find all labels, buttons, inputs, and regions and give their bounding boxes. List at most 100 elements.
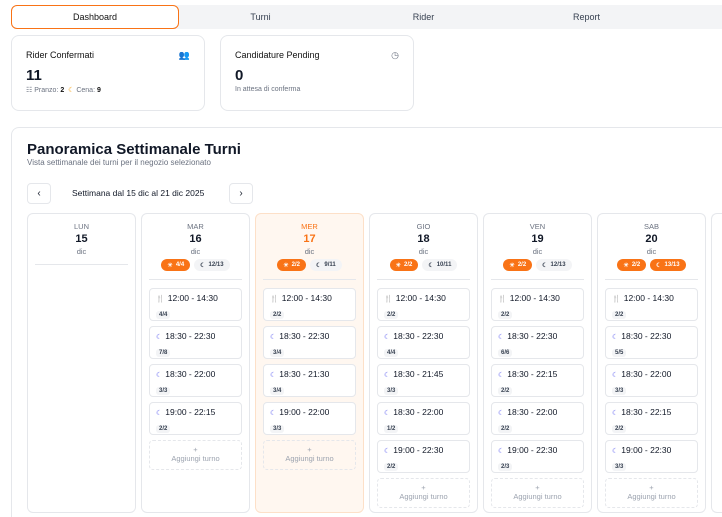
- moon-icon: ☾: [656, 262, 662, 269]
- shift-card[interactable]: ☾ 18:30 - 21:45 3/3: [377, 364, 470, 397]
- shift-count: 2/2: [498, 311, 513, 319]
- add-shift-button[interactable]: + Aggiungi turno: [605, 478, 698, 508]
- day-column-next: [711, 213, 722, 513]
- shift-count: 3/3: [612, 463, 627, 471]
- lunch-badge: ☀ 2/2: [617, 259, 647, 271]
- tab-dashboard[interactable]: Dashboard: [11, 5, 179, 29]
- sun-icon: ☀: [395, 262, 401, 269]
- shift-card[interactable]: ☾ 18:30 - 22:00 2/2: [491, 402, 584, 435]
- day-name: MAR: [187, 222, 204, 231]
- utensils-icon: 🍴: [384, 296, 393, 303]
- shift-time: 19:00 - 22:30: [507, 445, 558, 455]
- moon-icon: ☾: [156, 410, 163, 417]
- moon-icon: ☾: [156, 334, 163, 341]
- shift-count: 2/2: [498, 425, 513, 433]
- lunch-badge: ☀ 2/2: [503, 259, 533, 271]
- shift-count: 3/3: [156, 387, 171, 395]
- tab-rider[interactable]: Rider: [412, 12, 435, 22]
- shift-card[interactable]: ☾ 18:30 - 22:00 1/2: [377, 402, 470, 435]
- shift-card[interactable]: 🍴 12:00 - 14:30 4/4: [149, 288, 242, 321]
- day-column-gio: GIO 18 dic ☀ 2/2 ☾ 10/11 🍴 12:00 - 14:30 2/2 ☾ 18…: [369, 213, 478, 513]
- badge-count: 2/2: [403, 262, 413, 268]
- dinner-badge: ☾ 10/11: [422, 259, 458, 271]
- shift-card[interactable]: ☾ 19:00 - 22:30 2/2: [377, 440, 470, 473]
- card-title: Candidature Pending: [235, 50, 320, 60]
- sun-icon: ☀: [283, 262, 289, 269]
- divider: [377, 279, 470, 280]
- shift-card[interactable]: ☾ 18:30 - 22:15 2/2: [491, 364, 584, 397]
- shift-count: 2/3: [498, 463, 513, 471]
- divider: [263, 279, 356, 280]
- day-badges: ☀ 2/2 ☾ 9/11: [256, 259, 363, 271]
- card-breakdown: ☷ Pranzo: 2 ☾ Cena: 9: [26, 86, 190, 94]
- shift-card[interactable]: 🍴 12:00 - 14:30 2/2: [605, 288, 698, 321]
- add-shift-label: Aggiungi turno: [627, 492, 676, 501]
- divider: [35, 264, 128, 265]
- moon-icon: ☾: [498, 372, 505, 379]
- card-value: 11: [26, 67, 42, 84]
- lunch-label: Pranzo:: [34, 87, 59, 94]
- shift-card[interactable]: ☾ 18:30 - 22:00 3/3: [149, 364, 242, 397]
- moon-icon: ☾: [498, 448, 505, 455]
- shift-card[interactable]: ☾ 19:00 - 22:15 2/2: [149, 402, 242, 435]
- add-shift-button[interactable]: + Aggiungi turno: [263, 440, 356, 470]
- prev-week-button[interactable]: ‹: [27, 183, 51, 204]
- shift-count: 7/8: [156, 349, 171, 357]
- moon-icon: ☾: [498, 334, 505, 341]
- page-title: Panoramica Settimanale Turni: [27, 141, 241, 158]
- shift-count: 3/4: [270, 387, 285, 395]
- shift-count: 3/4: [270, 349, 285, 357]
- shift-card[interactable]: ☾ 18:30 - 22:00 3/3: [605, 364, 698, 397]
- chevron-right-icon: ›: [239, 188, 243, 199]
- weekly-overview-panel: Panoramica Settimanale Turni Vista setti…: [11, 127, 722, 517]
- shift-time: 19:00 - 22:30: [393, 445, 444, 455]
- shift-card[interactable]: ☾ 19:00 - 22:30 2/3: [491, 440, 584, 473]
- moon-icon: ☾: [384, 448, 391, 455]
- moon-icon: ☾: [315, 262, 322, 269]
- moon-icon: ☾: [384, 372, 391, 379]
- shift-card[interactable]: ☾ 18:30 - 22:30 6/6: [491, 326, 584, 359]
- divider: [605, 279, 698, 280]
- shift-card[interactable]: ☾ 18:30 - 22:30 5/5: [605, 326, 698, 359]
- shift-card[interactable]: ☾ 18:30 - 21:30 3/4: [263, 364, 356, 397]
- day-name: VEN: [529, 222, 546, 231]
- shift-card[interactable]: 🍴 12:00 - 14:30 2/2: [377, 288, 470, 321]
- card-subtitle: In attesa di conferma: [235, 86, 301, 93]
- day-number: 19: [531, 233, 544, 245]
- shift-time: 18:30 - 21:30: [279, 369, 330, 379]
- week-label: Settimana dal 15 dic al 21 dic 2025: [72, 188, 205, 198]
- shift-card[interactable]: ☾ 19:00 - 22:00 3/3: [263, 402, 356, 435]
- next-week-button[interactable]: ›: [229, 183, 253, 204]
- utensils-icon: 🍴: [156, 296, 165, 303]
- add-shift-button[interactable]: + Aggiungi turno: [149, 440, 242, 470]
- card-value: 0: [235, 67, 244, 84]
- shift-count: 3/3: [384, 387, 399, 395]
- shift-card[interactable]: 🍴 12:00 - 14:30 2/2: [263, 288, 356, 321]
- add-shift-button[interactable]: + Aggiungi turno: [377, 478, 470, 508]
- day-column-sab: SAB 20 dic ☀ 2/2 ☾ 13/13 🍴 12:00 - 14:30 2/2 ☾ 18…: [597, 213, 706, 513]
- shift-card[interactable]: ☾ 18:30 - 22:30 3/4: [263, 326, 356, 359]
- shift-card[interactable]: 🍴 12:00 - 14:30 2/2: [491, 288, 584, 321]
- day-name: SAB: [643, 222, 659, 231]
- shift-time: 18:30 - 22:15: [507, 369, 558, 379]
- day-name: LUN: [73, 222, 89, 231]
- shift-card[interactable]: ☾ 18:30 - 22:15 2/2: [605, 402, 698, 435]
- day-number: 20: [645, 233, 658, 245]
- shift-card[interactable]: ☾ 18:30 - 22:30 7/8: [149, 326, 242, 359]
- day-column-lun: LUN 15 dic: [27, 213, 136, 513]
- add-shift-label: Aggiungi turno: [513, 492, 562, 501]
- day-month: dic: [304, 247, 315, 256]
- moon-icon: ☾: [612, 410, 619, 417]
- moon-icon: ☾: [612, 372, 619, 379]
- add-shift-button[interactable]: + Aggiungi turno: [491, 478, 584, 508]
- day-name: GIO: [416, 222, 431, 231]
- divider: [491, 279, 584, 280]
- add-shift-label: Aggiungi turno: [399, 492, 448, 501]
- tab-turni[interactable]: Turni: [250, 12, 271, 22]
- tab-report[interactable]: Report: [572, 12, 600, 22]
- shift-card[interactable]: ☾ 18:30 - 22:30 4/4: [377, 326, 470, 359]
- shift-time: 18:30 - 21:45: [393, 369, 444, 379]
- badge-count: 13/13: [664, 262, 680, 268]
- shift-card[interactable]: ☾ 19:00 - 22:30 3/3: [605, 440, 698, 473]
- moon-icon: ☾: [498, 410, 505, 417]
